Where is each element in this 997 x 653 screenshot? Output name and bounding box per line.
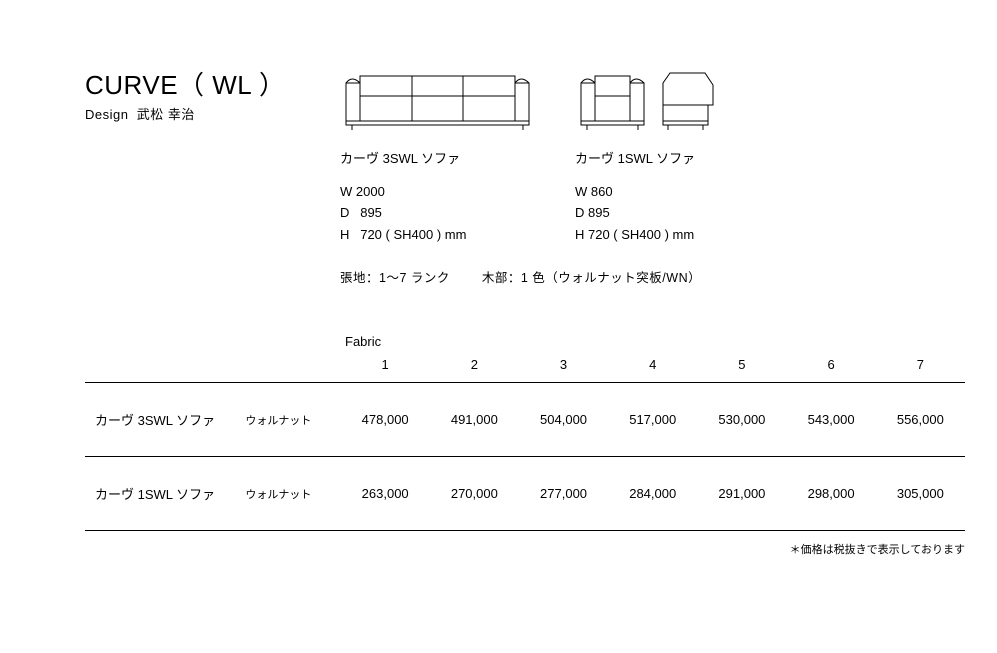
col-3: 3 — [519, 357, 608, 383]
price-footnote: ＊価格は税抜きで表示しております — [85, 541, 965, 557]
price-table: 1 2 3 4 5 6 7 カーヴ 3SWL ソファ ウォルナット 478,00… — [85, 357, 965, 531]
material-notes: 張地：1〜7 ランク 木部：1 色（ウォルナット突板/WN） — [340, 267, 947, 286]
price-cell: 530,000 — [697, 383, 786, 457]
product-3swl: カーヴ 3SWL ソファ W 2000 D 895 H 720 ( SH400 … — [340, 65, 535, 245]
price-cell: 478,000 — [341, 383, 430, 457]
price-cell: 543,000 — [787, 383, 876, 457]
product-1swl: カーヴ 1SWL ソファ W 860 D 895 H 720 ( SH400 )… — [575, 65, 718, 245]
price-cell: 298,000 — [787, 457, 876, 531]
row-wood: ウォルナット — [245, 457, 340, 531]
price-cell: 305,000 — [876, 457, 965, 531]
sofa-1s-front-icon — [575, 65, 650, 130]
dim-d: D 895 — [340, 202, 535, 223]
col-5: 5 — [697, 357, 786, 383]
price-cell: 291,000 — [697, 457, 786, 531]
dim-w: W 860 — [575, 181, 718, 202]
product-3swl-label: カーヴ 3SWL ソファ — [340, 148, 535, 167]
col-4: 4 — [608, 357, 697, 383]
note-upholstery: 張地：1〜7 ランク — [340, 271, 450, 285]
dim-h: H 720 ( SH400 ) mm — [575, 224, 718, 245]
col-1: 1 — [341, 357, 430, 383]
col-2: 2 — [430, 357, 519, 383]
sofa-3s-front-icon — [340, 65, 535, 130]
price-cell: 517,000 — [608, 383, 697, 457]
table-row: カーヴ 3SWL ソファ ウォルナット 478,000 491,000 504,… — [85, 383, 965, 457]
subtitle-prefix: Design — [85, 107, 128, 122]
dim-w: W 2000 — [340, 181, 535, 202]
product-drawings: カーヴ 3SWL ソファ W 2000 D 895 H 720 ( SH400 … — [340, 65, 718, 245]
price-cell: 263,000 — [341, 457, 430, 531]
price-cell: 270,000 — [430, 457, 519, 531]
product-1swl-dims: W 860 D 895 H 720 ( SH400 ) mm — [575, 181, 718, 245]
subtitle: Design 武松 幸治 — [85, 104, 340, 123]
note-wood: 木部：1 色（ウォルナット突板/WN） — [482, 271, 701, 285]
col-6: 6 — [787, 357, 876, 383]
price-cell: 504,000 — [519, 383, 608, 457]
designer-name: 武松 幸治 — [137, 107, 195, 122]
table-row: カーヴ 1SWL ソファ ウォルナット 263,000 270,000 277,… — [85, 457, 965, 531]
price-cell: 556,000 — [876, 383, 965, 457]
col-7: 7 — [876, 357, 965, 383]
sofa-1s-side-icon — [658, 65, 718, 130]
row-wood: ウォルナット — [245, 383, 340, 457]
fabric-heading: Fabric — [345, 334, 965, 349]
title-block: CURVE（ WL ） Design 武松 幸治 — [85, 65, 340, 123]
table-header-row: 1 2 3 4 5 6 7 — [85, 357, 965, 383]
product-1swl-label: カーヴ 1SWL ソファ — [575, 148, 718, 167]
price-cell: 491,000 — [430, 383, 519, 457]
row-name: カーヴ 3SWL ソファ — [85, 383, 245, 457]
dim-h: H 720 ( SH400 ) mm — [340, 224, 535, 245]
price-cell: 277,000 — [519, 457, 608, 531]
row-name: カーヴ 1SWL ソファ — [85, 457, 245, 531]
price-cell: 284,000 — [608, 457, 697, 531]
dim-d: D 895 — [575, 202, 718, 223]
page-title: CURVE（ WL ） — [85, 65, 340, 102]
product-3swl-dims: W 2000 D 895 H 720 ( SH400 ) mm — [340, 181, 535, 245]
